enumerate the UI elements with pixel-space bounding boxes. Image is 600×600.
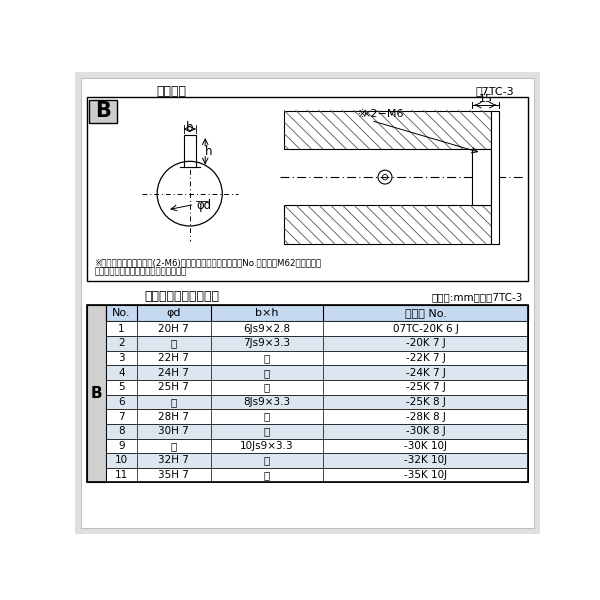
Bar bbox=[106, 336, 529, 351]
Text: 30H 7: 30H 7 bbox=[158, 426, 189, 436]
Text: 「: 「 bbox=[263, 353, 270, 363]
Text: 32H 7: 32H 7 bbox=[158, 455, 189, 466]
Text: 10Js9×3.3: 10Js9×3.3 bbox=[240, 441, 293, 451]
Text: 「: 「 bbox=[263, 470, 270, 480]
Text: b: b bbox=[186, 121, 193, 134]
Text: -25K 8 J: -25K 8 J bbox=[406, 397, 446, 407]
Text: 15: 15 bbox=[478, 94, 493, 104]
Text: 35H 7: 35H 7 bbox=[158, 470, 189, 480]
Text: 軸穴形状: 軸穴形状 bbox=[157, 85, 187, 98]
Text: 28H 7: 28H 7 bbox=[158, 412, 189, 422]
Bar bbox=[106, 365, 529, 380]
Text: φd: φd bbox=[167, 308, 181, 318]
Text: 「: 「 bbox=[263, 412, 270, 422]
Text: 軸穴形状コード一覧表: 軸穴形状コード一覧表 bbox=[145, 290, 220, 304]
Text: -28K 8 J: -28K 8 J bbox=[406, 412, 446, 422]
Text: 「: 「 bbox=[170, 441, 177, 451]
Text: 25H 7: 25H 7 bbox=[158, 382, 189, 392]
Text: -32K 10J: -32K 10J bbox=[404, 455, 447, 466]
Bar bbox=[106, 409, 529, 424]
Text: 7: 7 bbox=[118, 412, 125, 422]
Text: B: B bbox=[91, 386, 102, 401]
Text: No.: No. bbox=[112, 308, 131, 318]
Bar bbox=[86, 305, 529, 482]
Text: 10: 10 bbox=[115, 455, 128, 466]
Bar bbox=[284, 205, 491, 244]
Text: 11: 11 bbox=[115, 470, 128, 480]
Text: 7Js9×3.3: 7Js9×3.3 bbox=[243, 338, 290, 349]
Text: コード No.: コード No. bbox=[405, 308, 446, 318]
Text: 20H 7: 20H 7 bbox=[158, 324, 189, 334]
Text: 8Js9×3.3: 8Js9×3.3 bbox=[243, 397, 290, 407]
Text: 「: 「 bbox=[263, 455, 270, 466]
Text: -30K 8 J: -30K 8 J bbox=[406, 426, 446, 436]
Bar bbox=[89, 100, 117, 123]
Bar bbox=[106, 439, 529, 453]
Text: ※: ※ bbox=[358, 109, 367, 119]
Text: 4: 4 bbox=[118, 368, 125, 377]
Text: -24K 7 J: -24K 7 J bbox=[406, 368, 446, 377]
Text: b×h: b×h bbox=[255, 308, 278, 318]
Text: 2: 2 bbox=[118, 338, 125, 349]
Text: 1: 1 bbox=[118, 324, 125, 334]
Text: 「: 「 bbox=[263, 426, 270, 436]
Bar bbox=[106, 322, 529, 336]
Bar bbox=[106, 380, 529, 395]
Bar bbox=[184, 135, 196, 167]
Bar bbox=[106, 305, 529, 322]
Bar bbox=[284, 110, 491, 149]
Text: 囷7TC-3: 囷7TC-3 bbox=[476, 86, 514, 96]
Text: -25K 7 J: -25K 7 J bbox=[406, 382, 446, 392]
Text: 07TC-20K 6 J: 07TC-20K 6 J bbox=[393, 324, 458, 334]
Text: 6: 6 bbox=[118, 397, 125, 407]
Text: h: h bbox=[205, 145, 212, 158]
Text: -35K 10J: -35K 10J bbox=[404, 470, 447, 480]
Bar bbox=[86, 305, 106, 482]
Text: 「: 「 bbox=[170, 338, 177, 349]
Bar bbox=[106, 468, 529, 482]
Text: -30K 10J: -30K 10J bbox=[404, 441, 447, 451]
Text: 「: 「 bbox=[170, 397, 177, 407]
Text: 3: 3 bbox=[118, 353, 125, 363]
Text: 24H 7: 24H 7 bbox=[158, 368, 189, 377]
Text: -22K 7 J: -22K 7 J bbox=[406, 353, 446, 363]
Text: -20K 7 J: -20K 7 J bbox=[406, 338, 446, 349]
Text: φd: φd bbox=[196, 199, 211, 212]
Bar bbox=[86, 97, 529, 281]
Text: 「: 「 bbox=[263, 368, 270, 377]
Text: 22H 7: 22H 7 bbox=[158, 353, 189, 363]
Text: 9: 9 bbox=[118, 441, 125, 451]
Bar bbox=[106, 424, 529, 439]
Text: 「: 「 bbox=[263, 382, 270, 392]
Text: 5: 5 bbox=[118, 382, 125, 392]
Text: ×2−M6: ×2−M6 bbox=[362, 109, 404, 119]
Bar bbox=[106, 453, 529, 468]
Bar bbox=[106, 395, 529, 409]
Text: ※セットボルト用タップ(2-M6)が必要な場合は右記コードNo.の末尾にM62を付ける。: ※セットボルト用タップ(2-M6)が必要な場合は右記コードNo.の末尾にM62を… bbox=[94, 259, 322, 268]
Text: （単位:mm）　表7TC-3: （単位:mm） 表7TC-3 bbox=[431, 292, 523, 302]
Text: 6Js9×2.8: 6Js9×2.8 bbox=[243, 324, 290, 334]
Bar bbox=[106, 351, 529, 365]
Text: 8: 8 bbox=[118, 426, 125, 436]
Text: B: B bbox=[95, 101, 111, 121]
Text: （セットボルトは付属されています。）: （セットボルトは付属されています。） bbox=[94, 267, 187, 276]
Bar bbox=[472, 149, 491, 205]
Bar bbox=[491, 110, 499, 244]
